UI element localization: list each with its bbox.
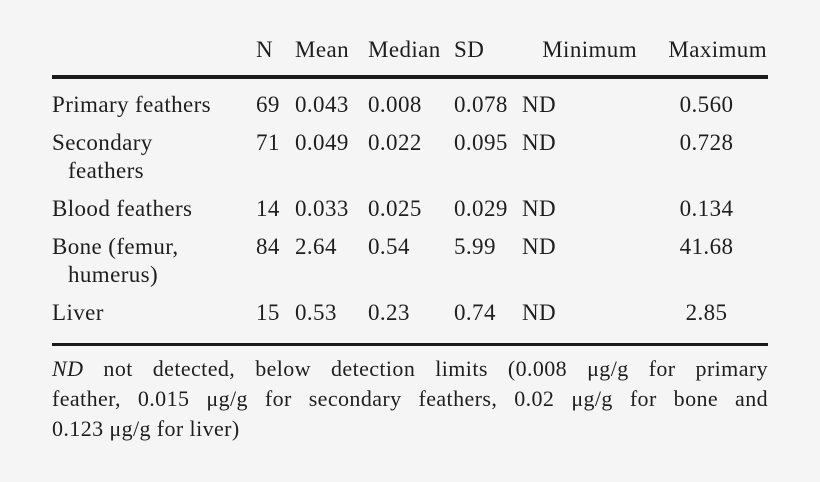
cell-mean: 2.64 <box>295 234 337 259</box>
cell-n: 84 <box>256 234 280 259</box>
cell-minimum: ND <box>522 300 557 325</box>
cell-maximum: 41.68 <box>679 234 734 259</box>
cell-sd: 0.095 <box>454 130 508 155</box>
statistics-table: N Mean Median SD Minimum Maximum Primary… <box>52 0 768 346</box>
row-label: Bone (femur, humerus) <box>52 234 179 287</box>
cell-median: 0.025 <box>368 196 422 221</box>
header-cell-median: Median <box>368 37 441 62</box>
table-body: Primary feathers 69 0.043 0.008 0.078 ND… <box>52 79 768 346</box>
cell-maximum: 0.728 <box>679 130 734 155</box>
cell-mean: 0.53 <box>295 300 337 325</box>
cell-sd: 0.078 <box>454 92 508 117</box>
footnote-line-1: ND not detected, below detection limits … <box>52 354 768 384</box>
cell-median: 0.008 <box>368 92 422 117</box>
cell-mean: 0.049 <box>295 130 349 155</box>
table-row-liver: Liver 15 0.53 0.23 0.74 ND 2.85 <box>52 299 768 327</box>
header-cell-mean: Mean <box>295 37 349 62</box>
cell-sd: 0.029 <box>454 196 508 221</box>
row-label: Secondary feathers <box>52 130 153 183</box>
cell-n: 14 <box>256 196 280 221</box>
cell-maximum: 0.134 <box>679 196 734 221</box>
header-cell-n: N <box>256 37 274 62</box>
table-row-primary-feathers: Primary feathers 69 0.043 0.008 0.078 ND… <box>52 91 768 119</box>
table-row-secondary-feathers: Secondary feathers 71 0.049 0.022 0.095 … <box>52 129 768 185</box>
table-row-blood-feathers: Blood feathers 14 0.033 0.025 0.029 ND 0… <box>52 195 768 223</box>
header-cell-minimum: Minimum <box>542 37 637 62</box>
table-footnote: ND not detected, below detection limits … <box>52 354 768 444</box>
row-label: Liver <box>52 300 104 325</box>
footnote-line-1-text: not detected, below detection limits (0.… <box>103 356 768 381</box>
nd-abbreviation: ND <box>52 356 84 381</box>
table-row-bone: Bone (femur, humerus) 84 2.64 0.54 5.99 … <box>52 233 768 289</box>
cell-mean: 0.033 <box>295 196 349 221</box>
table-header-row: N Mean Median SD Minimum Maximum <box>52 0 768 79</box>
cell-sd: 5.99 <box>454 234 496 259</box>
paper-table-figure: N Mean Median SD Minimum Maximum Primary… <box>52 0 768 444</box>
cell-minimum: ND <box>522 234 557 259</box>
cell-minimum: ND <box>522 130 557 155</box>
row-label: Blood feathers <box>52 196 193 221</box>
cell-minimum: ND <box>522 196 557 221</box>
header-cell-maximum: Maximum <box>668 37 767 62</box>
cell-n: 71 <box>256 130 280 155</box>
footnote-line-3: 0.123 μg/g for liver) <box>52 416 240 441</box>
cell-n: 69 <box>256 92 280 117</box>
cell-median: 0.54 <box>368 234 410 259</box>
cell-n: 15 <box>256 300 280 325</box>
cell-median: 0.23 <box>368 300 410 325</box>
cell-mean: 0.043 <box>295 92 349 117</box>
footnote-line-2: feather, 0.015 μg/g for secondary feathe… <box>52 386 768 411</box>
cell-minimum: ND <box>522 92 557 117</box>
cell-median: 0.022 <box>368 130 422 155</box>
row-label: Primary feathers <box>52 92 212 117</box>
cell-sd: 0.74 <box>454 300 496 325</box>
header-cell-sd: SD <box>454 37 485 62</box>
cell-maximum: 0.560 <box>679 92 734 117</box>
cell-maximum: 2.85 <box>685 300 728 325</box>
